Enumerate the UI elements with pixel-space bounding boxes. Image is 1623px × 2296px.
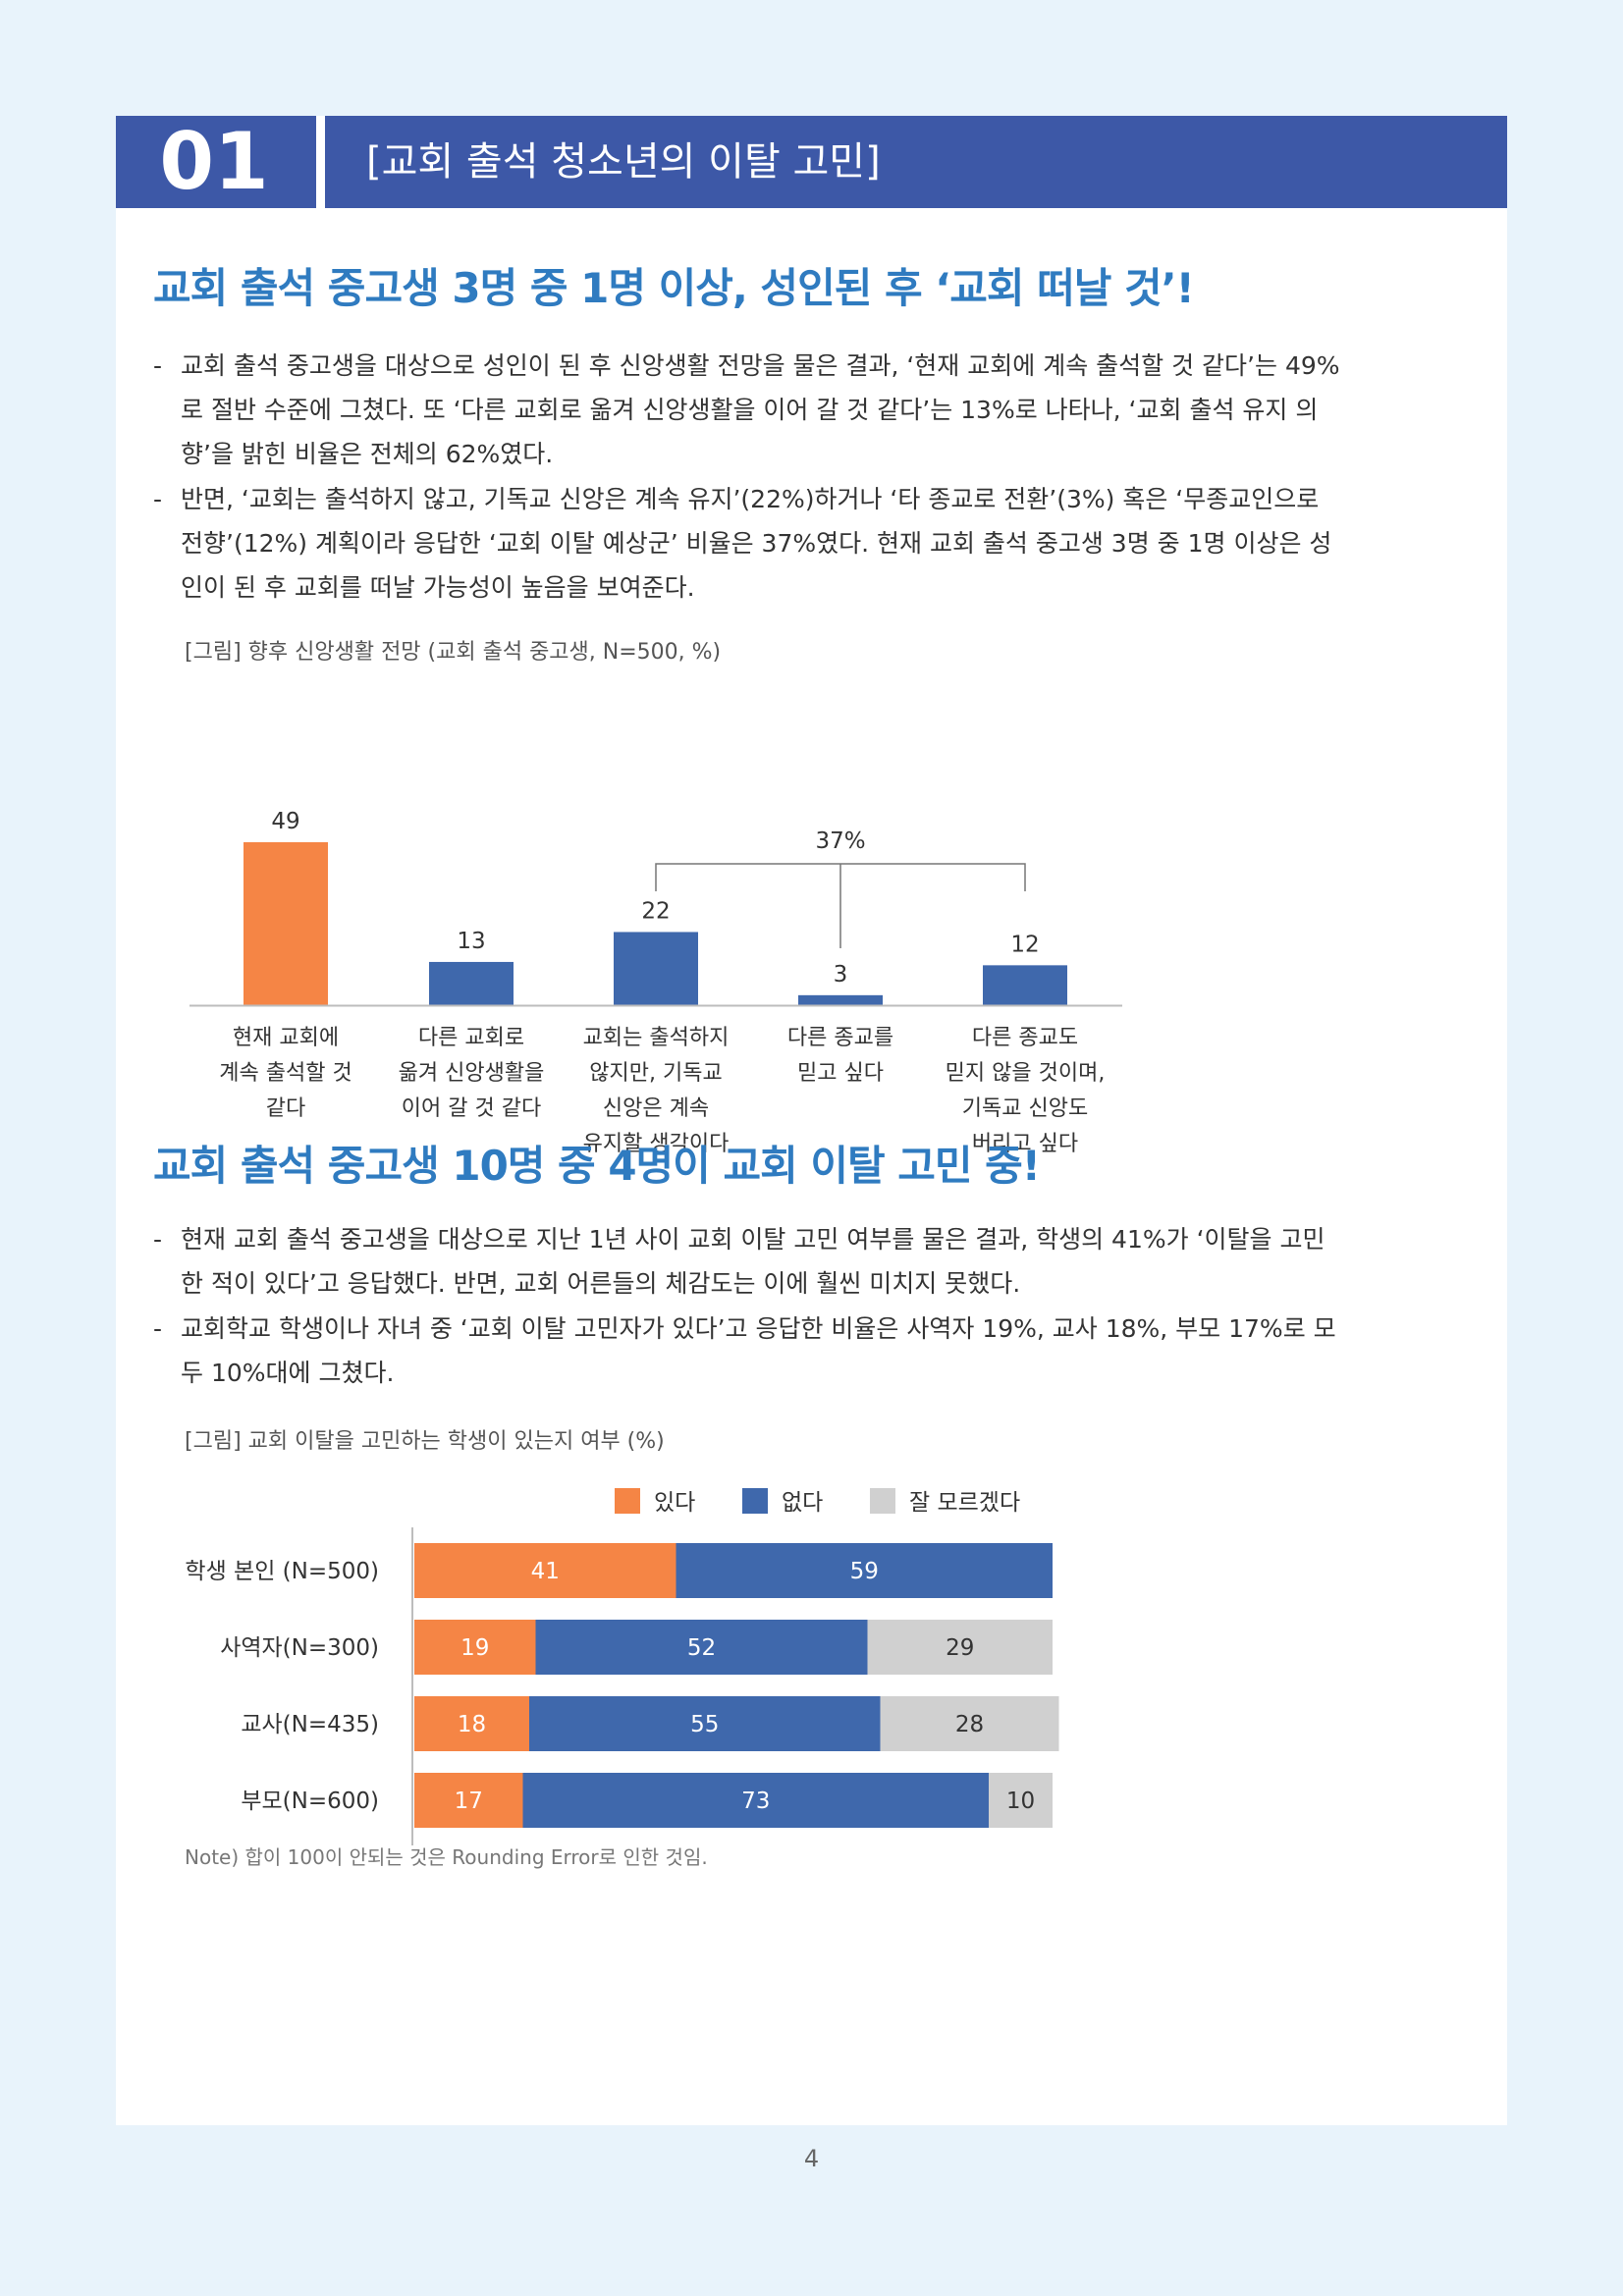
bar-value-label: 13	[457, 929, 485, 954]
text-line: 교회 출석 중고생을 대상으로 성인이 된 후 신앙생활 전망을 물은 결과, …	[181, 351, 1340, 380]
chart2-caption: [그림] 교회 이탈을 고민하는 학생이 있는지 여부 (%)	[185, 1429, 665, 1454]
legend-label: 잘 모르겠다	[909, 1490, 1020, 1516]
category-label: 믿지 않을 것이며,	[946, 1061, 1106, 1086]
section-title: [교회 출석 청소년의 이탈 고민]	[366, 139, 881, 185]
bar	[243, 842, 328, 1005]
legend-swatch	[615, 1488, 640, 1514]
category-label: 사역자(N=300)	[220, 1635, 379, 1661]
section1-bullet-2: - 반면, ‘교회는 출석하지 않고, 기독교 신앙은 계속 유지’(22%)하…	[153, 477, 1587, 610]
legend-label: 있다	[654, 1490, 695, 1516]
report-page: 01 [교회 출석 청소년의 이탈 고민] 교회 출석 중고생 3명 중 1명 …	[116, 116, 1507, 2125]
category-label: 믿고 싶다	[797, 1061, 884, 1086]
text-line: 전향’(12%) 계획이라 응답한 ‘교회 이탈 예상군’ 비율은 37%였다.…	[181, 529, 1332, 558]
category-label: 기독교 신앙도	[962, 1096, 1088, 1121]
category-label: 교회는 출석하지	[583, 1026, 730, 1050]
segment-value-label: 73	[741, 1789, 770, 1814]
category-label: 옮겨 신앙생활을	[399, 1061, 545, 1086]
category-label: 계속 출석할 것	[219, 1061, 352, 1086]
bar	[429, 961, 514, 1005]
bullet-dash: -	[153, 1225, 163, 1254]
segment-value-label: 19	[460, 1635, 489, 1661]
text-line: 향’을 밝힌 비율은 전체의 62%였다.	[181, 440, 554, 468]
stacked-segment	[414, 1620, 536, 1675]
category-label: 않지만, 기독교	[589, 1061, 722, 1086]
section1-bullet-1: - 교회 출석 중고생을 대상으로 성인이 된 후 신앙생활 전망을 물은 결과…	[153, 344, 1587, 476]
stacked-segment	[414, 1773, 523, 1828]
text-line: 반면, ‘교회는 출석하지 않고, 기독교 신앙은 계속 유지’(22%)하거나…	[181, 485, 1320, 513]
category-label: 다른 종교를	[787, 1026, 893, 1050]
text-line: 현재 교회 출석 중고생을 대상으로 지난 1년 사이 교회 이탈 고민 여부를…	[181, 1225, 1325, 1254]
category-label: 교사(N=435)	[241, 1712, 379, 1737]
category-label: 유지할 생각이다	[583, 1132, 730, 1156]
section1-heading: 교회 출석 중고생 3명 중 1명 이상, 성인된 후 ‘교회 떠날 것’!	[153, 264, 1195, 312]
stacked-segment	[529, 1696, 881, 1751]
category-label: 이어 갈 것 같다	[402, 1096, 541, 1121]
legend-swatch	[870, 1488, 895, 1514]
stacked-segment	[535, 1620, 868, 1675]
text-line: 인이 된 후 교회를 떠날 가능성이 높음을 보여준다.	[181, 573, 695, 602]
stacked-segment	[414, 1543, 676, 1598]
stacked-segment	[522, 1773, 989, 1828]
segment-value-label: 41	[531, 1559, 560, 1584]
segment-value-label: 28	[955, 1712, 984, 1737]
segment-value-label: 59	[850, 1559, 879, 1584]
segment-value-label: 55	[690, 1712, 719, 1737]
stacked-segment	[880, 1696, 1059, 1751]
category-label: 다른 종교도	[972, 1026, 1078, 1050]
segment-value-label: 17	[455, 1789, 483, 1814]
bar-value-label: 12	[1010, 932, 1039, 957]
segment-value-label: 52	[687, 1635, 716, 1661]
bullet-dash: -	[153, 351, 163, 380]
section2-bullet-2: - 교회학교 학생이나 자녀 중 ‘교회 이탈 고민자가 있다’고 응답한 비율…	[153, 1307, 1587, 1395]
bar-value-label: 3	[834, 962, 848, 988]
chart2-note: Note) 합이 100이 안되는 것은 Rounding Error로 인한 …	[185, 1845, 708, 1869]
category-label: 신앙은 계속	[603, 1096, 709, 1121]
text-line: 교회학교 학생이나 자녀 중 ‘교회 이탈 고민자가 있다’고 응답한 비율은 …	[181, 1314, 1336, 1343]
group-annotation: 37%	[815, 828, 865, 854]
section-header: 01 [교회 출석 청소년의 이탈 고민]	[116, 116, 1507, 208]
category-label: 다른 교회로	[418, 1026, 524, 1050]
stacked-segment	[989, 1773, 1053, 1828]
bar-value-label: 22	[641, 898, 670, 924]
segment-value-label: 10	[1006, 1789, 1035, 1814]
bar	[798, 994, 883, 1005]
bullet-dash: -	[153, 1314, 163, 1343]
stacked-segment	[867, 1620, 1053, 1675]
bullet-dash: -	[153, 485, 163, 513]
section2-heading: 교회 출석 중고생 10명 중 4명이 교회 이탈 고민 중!	[153, 1142, 1041, 1190]
group-bracket	[655, 863, 1026, 948]
category-label: 현재 교회에	[233, 1026, 339, 1050]
segment-value-label: 29	[946, 1635, 974, 1661]
legend-swatch	[742, 1488, 768, 1514]
chart1-caption: [그림] 향후 신앙생활 전망 (교회 출석 중고생, N=500, %)	[185, 640, 722, 665]
category-label: 학생 본인 (N=500)	[185, 1559, 379, 1584]
text-line: 한 적이 있다’고 응답했다. 반면, 교회 어른들의 체감도는 이에 훨씬 미…	[181, 1269, 1021, 1298]
stacked-segment	[676, 1543, 1053, 1598]
stacked-segment	[414, 1696, 529, 1751]
bar	[983, 965, 1067, 1005]
bar	[614, 932, 698, 1005]
section-number: 01	[159, 116, 269, 207]
bar-value-label: 49	[271, 809, 299, 834]
text-line: 로 절반 수준에 그쳤다. 또 ‘다른 교회로 옮겨 신앙생활을 이어 갈 것 …	[181, 396, 1319, 424]
section2-bullet-1: - 현재 교회 출석 중고생을 대상으로 지난 1년 사이 교회 이탈 고민 여…	[153, 1217, 1587, 1306]
page-number: 4	[803, 2145, 820, 2172]
text-line: 두 10%대에 그쳤다.	[181, 1359, 395, 1387]
segment-value-label: 18	[458, 1712, 486, 1737]
category-label: 버리고 싶다	[972, 1132, 1078, 1156]
category-label: 부모(N=600)	[241, 1789, 379, 1814]
category-label: 같다	[266, 1096, 305, 1121]
legend-label: 없다	[782, 1490, 823, 1516]
header-divider	[316, 116, 325, 208]
